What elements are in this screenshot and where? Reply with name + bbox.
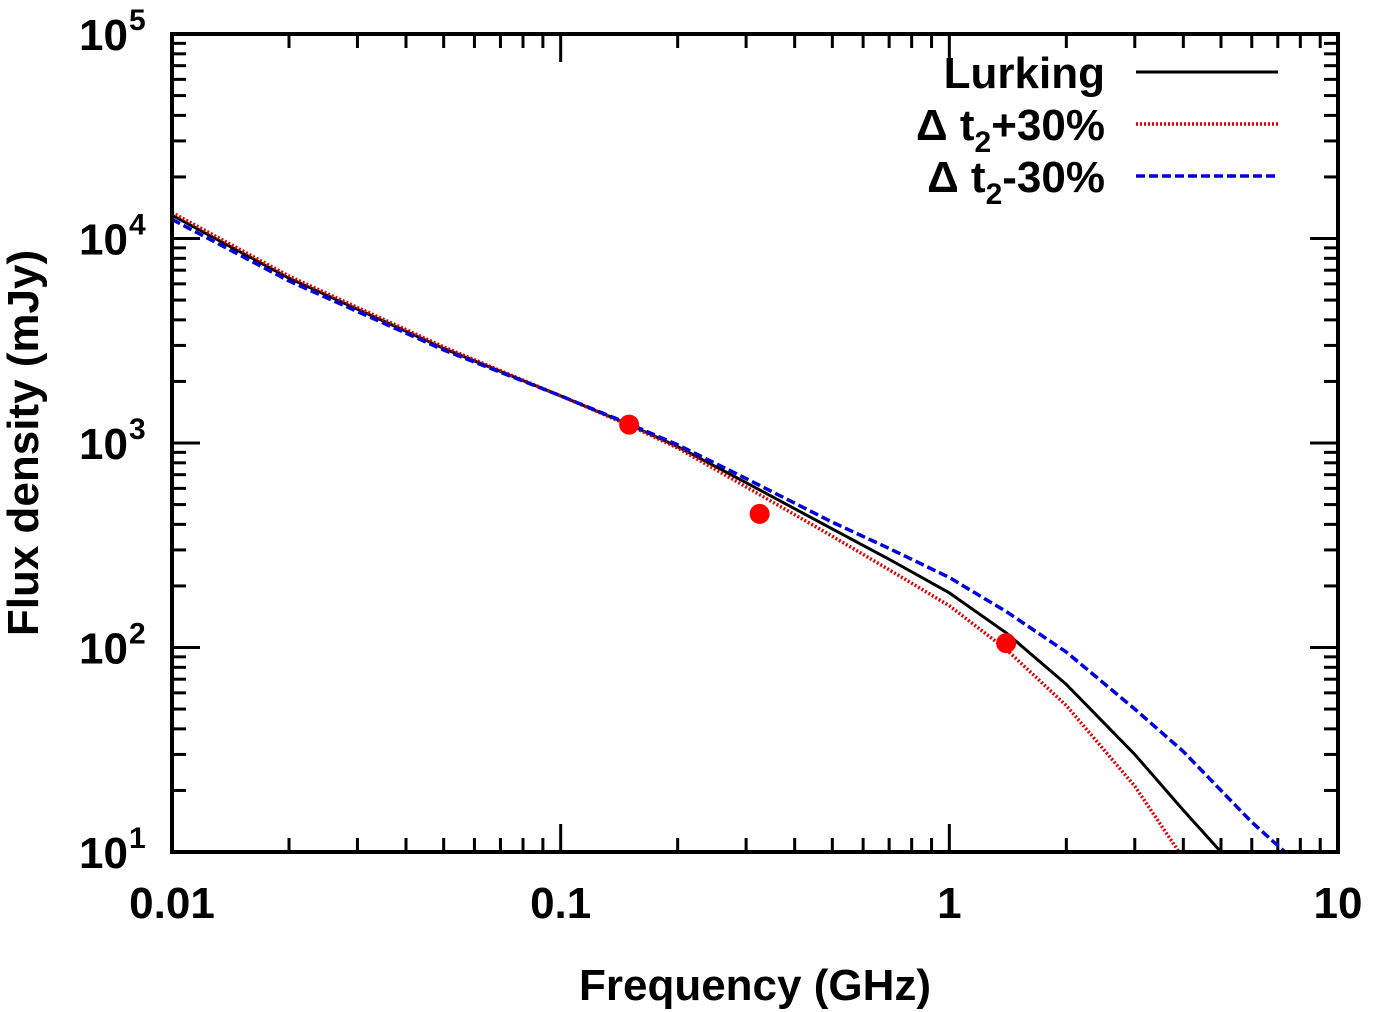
y-tick-label: 10 5: [79, 4, 146, 60]
y-tick-exponent: 1: [129, 822, 146, 855]
legend-entry: Lurking: [944, 49, 1278, 98]
x-axis-title: Frequency (GHz): [579, 961, 931, 1010]
legend-label: Δ t2-30%: [927, 153, 1105, 211]
y-tick-label: 10 4: [79, 209, 146, 265]
legend-entry: Δ t2+30%: [916, 101, 1278, 159]
y-tick-exponent: 5: [129, 4, 146, 37]
x-tick-labels: 0.01 0.1 1 10: [129, 879, 1362, 928]
y-axis-title: Flux density (mJy): [0, 250, 48, 636]
axis-ticks: [170, 32, 1340, 854]
legend-entry: Δ t2-30%: [927, 153, 1278, 211]
x-tick-label: 1: [937, 879, 961, 928]
y-tick-base: 10: [79, 420, 128, 469]
y-tick-exponent: 2: [129, 618, 146, 651]
data-point: [619, 414, 640, 435]
y-tick-base: 10: [79, 216, 128, 265]
y-tick-label: 10 1: [79, 822, 146, 878]
y-tick-base: 10: [79, 11, 128, 60]
x-tick-label: 0.01: [129, 879, 215, 928]
data-point: [749, 503, 770, 524]
plot-frame: [170, 32, 1340, 854]
series-line: [171, 210, 1181, 853]
data-point: [996, 633, 1017, 654]
model-curves: [171, 210, 1287, 854]
series-line: [171, 217, 1287, 854]
data-points: [619, 414, 1017, 654]
legend-label: Δ t2+30%: [916, 101, 1105, 159]
y-tick-base: 10: [79, 829, 128, 878]
legend-label: Lurking: [944, 49, 1105, 98]
x-tick-label: 0.1: [530, 879, 591, 928]
x-tick-label: 10: [1314, 879, 1363, 928]
y-tick-label: 10 3: [79, 413, 146, 469]
y-tick-label: 10 2: [79, 618, 146, 674]
y-tick-exponent: 3: [129, 413, 146, 446]
y-tick-base: 10: [79, 625, 128, 674]
y-tick-exponent: 4: [129, 209, 146, 242]
series-line: [171, 213, 1223, 854]
